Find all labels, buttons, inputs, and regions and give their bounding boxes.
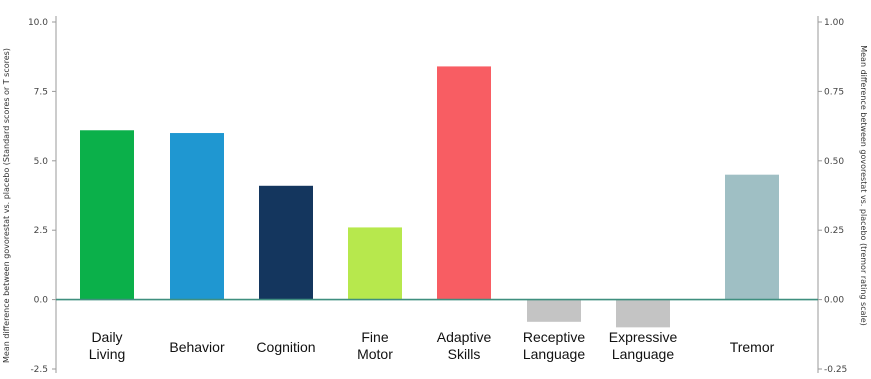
- right-tick-label: -0.25: [824, 365, 847, 375]
- category-label: Language: [612, 346, 675, 362]
- right-axis-title: Mean difference between govorestat vs. p…: [859, 45, 868, 326]
- category-label: Expressive: [609, 329, 678, 345]
- category-label: Living: [89, 346, 126, 362]
- bar: [527, 299, 581, 322]
- category-label: Skills: [448, 346, 481, 362]
- left-tick-label: -2.5: [30, 365, 48, 375]
- category-label: Daily: [91, 329, 122, 345]
- left-axis-title: Mean difference between govorestat vs. p…: [2, 48, 11, 363]
- right-tick-label: 1.00: [824, 18, 844, 28]
- category-label: Cognition: [256, 339, 315, 355]
- right-tick-label: 0.50: [824, 157, 844, 167]
- left-tick-label: 7.5: [34, 87, 48, 97]
- bar: [616, 299, 670, 328]
- category-label: Motor: [357, 346, 393, 362]
- right-tick-label: 0.75: [824, 87, 844, 97]
- category-label: Tremor: [730, 339, 775, 355]
- left-tick-label: 2.5: [34, 226, 48, 236]
- category-label: Fine: [361, 329, 388, 345]
- left-tick-label: 0.0: [34, 296, 49, 306]
- bar: [80, 130, 134, 300]
- bar: [348, 227, 402, 300]
- category-label: Receptive: [523, 329, 585, 345]
- category-label: Behavior: [169, 339, 225, 355]
- right-tick-label: 0.00: [824, 296, 844, 306]
- bar: [437, 66, 491, 300]
- bar: [259, 185, 313, 300]
- bar: [725, 174, 779, 300]
- left-tick-label: 10.0: [28, 18, 48, 28]
- category-label: Adaptive: [437, 329, 492, 345]
- left-tick-label: 5.0: [34, 157, 49, 167]
- category-label: Language: [523, 346, 586, 362]
- bar: [170, 133, 224, 300]
- right-tick-label: 0.25: [824, 226, 844, 236]
